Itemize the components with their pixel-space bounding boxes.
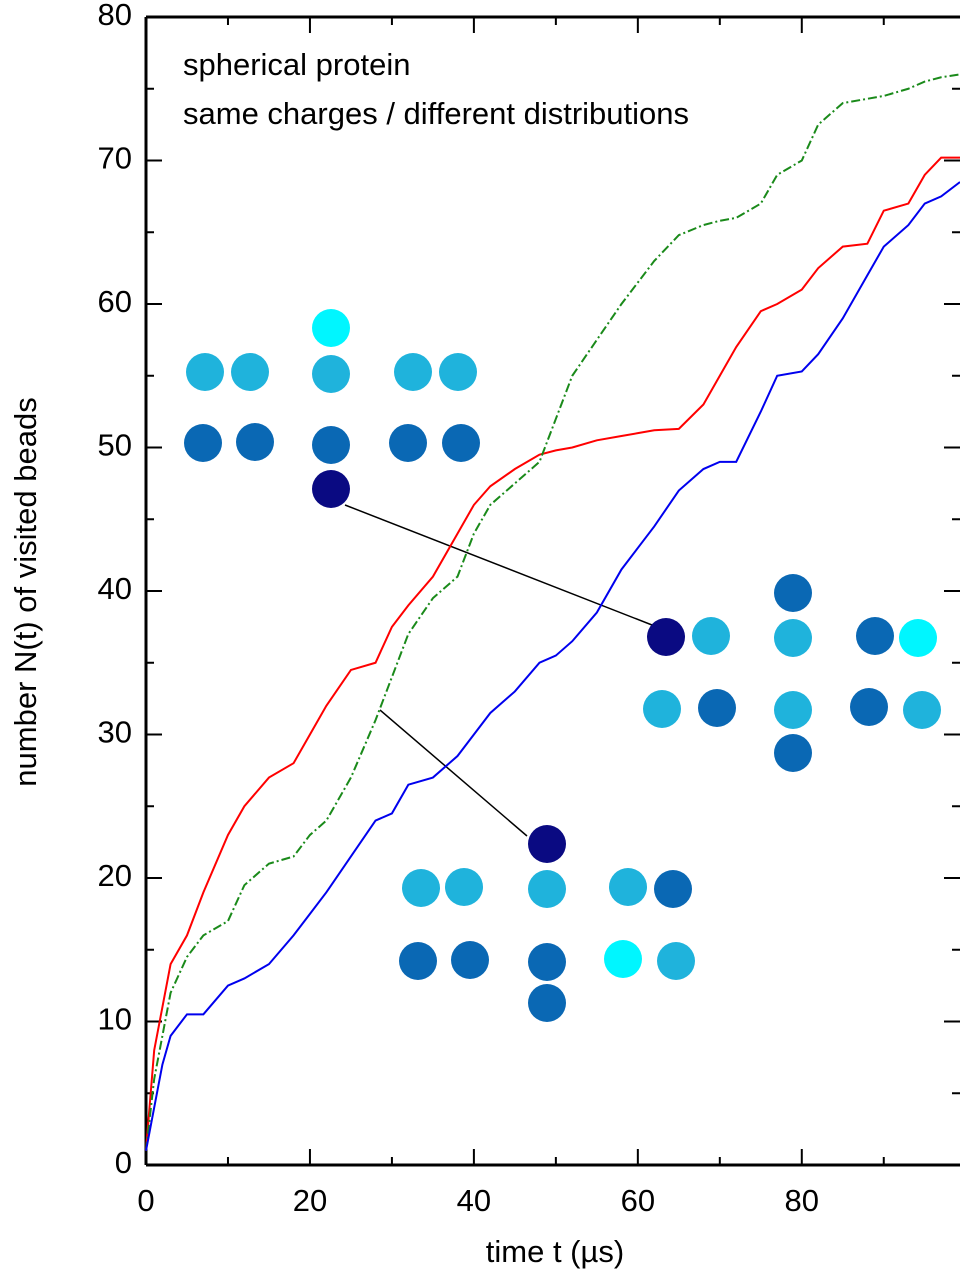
annotation: spherical protein xyxy=(183,47,410,82)
bead xyxy=(402,869,440,907)
y-tick-label: 70 xyxy=(98,141,132,176)
y-tick-label: 0 xyxy=(115,1145,132,1180)
x-tick-label: 0 xyxy=(137,1183,154,1218)
bead xyxy=(643,690,681,728)
bead xyxy=(692,617,730,655)
series-line xyxy=(145,181,960,1151)
bead xyxy=(231,353,269,391)
bead xyxy=(442,424,480,462)
bead xyxy=(451,941,489,979)
bead xyxy=(774,734,812,772)
y-tick-label: 40 xyxy=(98,571,132,606)
bead xyxy=(774,574,812,612)
bead xyxy=(528,943,566,981)
bead-diagrams xyxy=(184,309,941,1022)
bead xyxy=(698,689,736,727)
bead xyxy=(184,424,222,462)
bead xyxy=(439,353,477,391)
x-tick-label: 60 xyxy=(621,1183,655,1218)
series-line xyxy=(145,156,960,1151)
bead xyxy=(236,423,274,461)
bead xyxy=(389,424,427,462)
bead-group xyxy=(643,574,941,772)
bead xyxy=(899,619,937,657)
y-tick-label: 80 xyxy=(98,0,132,32)
bead xyxy=(394,353,432,391)
bead xyxy=(312,355,350,393)
bead xyxy=(312,470,350,508)
bead xyxy=(528,870,566,908)
bead-group xyxy=(184,309,480,508)
series-line xyxy=(145,73,960,1151)
x-axis-title: time t (µs) xyxy=(486,1234,624,1269)
bead xyxy=(609,868,647,906)
annotation: same charges / different distributions xyxy=(183,96,689,131)
bead xyxy=(186,353,224,391)
y-tick-label: 10 xyxy=(98,1002,132,1037)
bead xyxy=(856,617,894,655)
y-tick-label: 20 xyxy=(98,858,132,893)
bead xyxy=(528,825,566,863)
y-tick-label: 30 xyxy=(98,715,132,750)
x-tick-label: 20 xyxy=(293,1183,327,1218)
bead xyxy=(903,691,941,729)
bead xyxy=(774,619,812,657)
y-axis-title: number N(t) of visited beads xyxy=(8,397,43,786)
bead xyxy=(604,940,642,978)
connector xyxy=(379,709,528,837)
bead xyxy=(528,984,566,1022)
bead xyxy=(312,309,350,347)
bead-group xyxy=(399,825,695,1022)
bead xyxy=(654,870,692,908)
y-tick-label: 60 xyxy=(98,284,132,319)
bead xyxy=(312,426,350,464)
bead xyxy=(774,691,812,729)
bead xyxy=(647,618,685,656)
y-tick-label: 50 xyxy=(98,428,132,463)
bead xyxy=(850,688,888,726)
x-tick-label: 80 xyxy=(785,1183,819,1218)
bead xyxy=(445,868,483,906)
x-tick-label: 40 xyxy=(457,1183,491,1218)
bead xyxy=(399,942,437,980)
bead xyxy=(657,942,695,980)
connector xyxy=(344,504,653,626)
